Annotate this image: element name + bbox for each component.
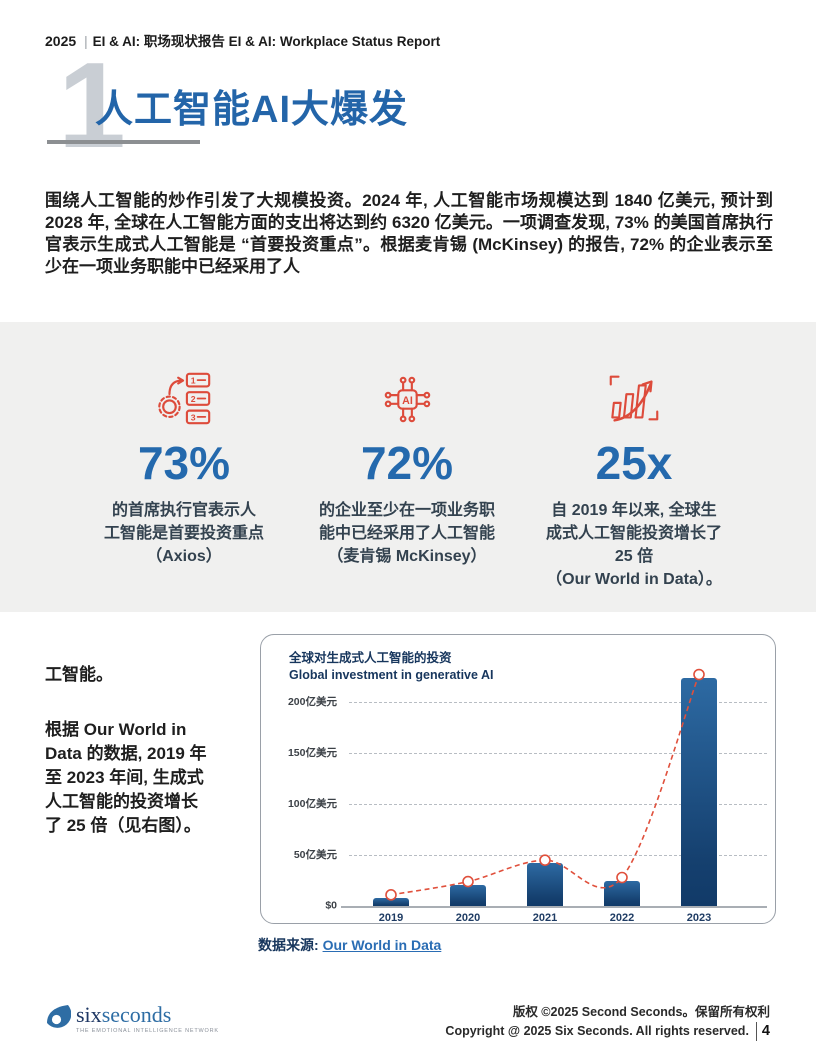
title-rule (47, 140, 200, 144)
data-source-label: 数据来源: (258, 937, 319, 953)
y-axis-tick-label: 50亿美元 (293, 848, 337, 861)
sixseconds-logo: sixseconds THE EMOTIONAL INTELLIGENCE NE… (45, 1004, 219, 1036)
y-axis-tick-label: 150亿美元 (287, 746, 337, 759)
svg-text:AI: AI (402, 395, 413, 407)
y-axis-tick-label: 100亿美元 (287, 797, 337, 810)
copyright-block: 版权 ©2025 Second Seconds。保留所有权利 Copyright… (445, 1003, 770, 1041)
x-axis-tick-label: 2022 (609, 912, 635, 924)
stat-value: 72% (360, 437, 454, 489)
svg-text:3: 3 (191, 412, 196, 422)
investment-chart-card: 全球对生成式人工智能的投资 Global investment in gener… (260, 634, 776, 924)
bar-2019 (373, 897, 409, 906)
y-axis-tick-label: 200亿美元 (287, 695, 337, 708)
stat-value: 25x (595, 437, 673, 489)
page-header: 2025 | EI & AI: 职场现状报告 EI & AI: Workplac… (45, 30, 775, 50)
page-number: 4 (755, 1022, 770, 1041)
stat-description: 的企业至少在一项业务职 能中已经采用了人工智能 （麦肯锡 McKinsey） (318, 501, 495, 565)
chart-title-zh: 全球对生成式人工智能的投资 (289, 651, 452, 665)
svg-text:2: 2 (191, 394, 196, 404)
copyright-en-text: Copyright @ 2025 Six Seconds. All rights… (445, 1024, 749, 1038)
chart-title: 全球对生成式人工智能的投资 Global investment in gener… (289, 650, 493, 684)
x-axis-tick-label: 2019 (378, 912, 404, 924)
growth-arrow-icon (603, 366, 665, 432)
stats-band: 1 2 3 73% 的首席执行官表示人 工智能是首要投资重点 （Axios） A… (0, 322, 816, 612)
bar-2021 (527, 863, 563, 906)
x-axis-tick-label: 2023 (686, 912, 712, 924)
priority-list-icon: 1 2 3 (153, 366, 215, 432)
stat-description: 自 2019 年以来, 全球生 成式人工智能投资增长了 25 倍 （Our Wo… (545, 501, 722, 588)
section-title: 人工智能AI大爆发 (95, 89, 409, 131)
chapter-number: 1 (58, 37, 126, 173)
data-source-line: 数据来源: Our World in Data (258, 935, 441, 955)
stat-ai-adoption: AI 72% 的企业至少在一项业务职 能中已经采用了人工智能 （麦肯锡 McKi… (287, 366, 527, 568)
x-axis-tick-label: 2020 (455, 912, 481, 924)
bar-2023 (681, 677, 717, 906)
copyright-zh: 版权 ©2025 Second Seconds。保留所有权利 (512, 1005, 770, 1019)
report-title: EI & AI: 职场现状报告 EI & AI: Workplace Statu… (92, 34, 441, 49)
svg-text:1: 1 (191, 376, 196, 386)
bar-2020 (450, 884, 486, 906)
stat-value: 73% (137, 437, 231, 489)
logo-word-seconds: seconds (101, 1002, 172, 1027)
ai-chip-icon: AI (376, 366, 438, 432)
logo-text: sixseconds THE EMOTIONAL INTELLIGENCE NE… (76, 1002, 219, 1035)
stat-description: 的首席执行官表示人 工智能是首要投资重点 （Axios） (103, 501, 264, 565)
y-axis-tick-label: $0 (325, 899, 337, 912)
x-axis-line (341, 906, 767, 908)
sixseconds-logo-mark (47, 1005, 71, 1028)
logo-word-six: six (76, 1002, 102, 1027)
trend-line (390, 674, 700, 896)
x-axis-tick-label: 2021 (532, 912, 558, 924)
report-year: 2025 (45, 33, 77, 49)
aside-paragraph: 根据 Our World in Data 的数据, 2019 年 至 2023 … (45, 720, 207, 835)
copyright-en: Copyright @ 2025 Six Seconds. All rights… (445, 1022, 770, 1041)
intro-paragraph: 围绕人工智能的炒作引发了大规模投资。2024 年, 人工智能市场规模达到 184… (45, 191, 773, 276)
data-source-link[interactable]: Our World in Data (322, 937, 442, 953)
stat-ceo-priority: 1 2 3 73% 的首席执行官表示人 工智能是首要投资重点 （Axios） (64, 366, 304, 568)
chart-title-en: Global investment in generative AI (289, 668, 494, 682)
paragraph-continuation: 工智能。 (45, 665, 113, 684)
header-divider: | (84, 34, 88, 49)
logo-tagline: THE EMOTIONAL INTELLIGENCE NETWORK (76, 1028, 219, 1034)
bar-2022 (604, 880, 640, 906)
stat-investment-growth: 25x 自 2019 年以来, 全球生 成式人工智能投资增长了 25 倍 （Ou… (508, 366, 760, 591)
